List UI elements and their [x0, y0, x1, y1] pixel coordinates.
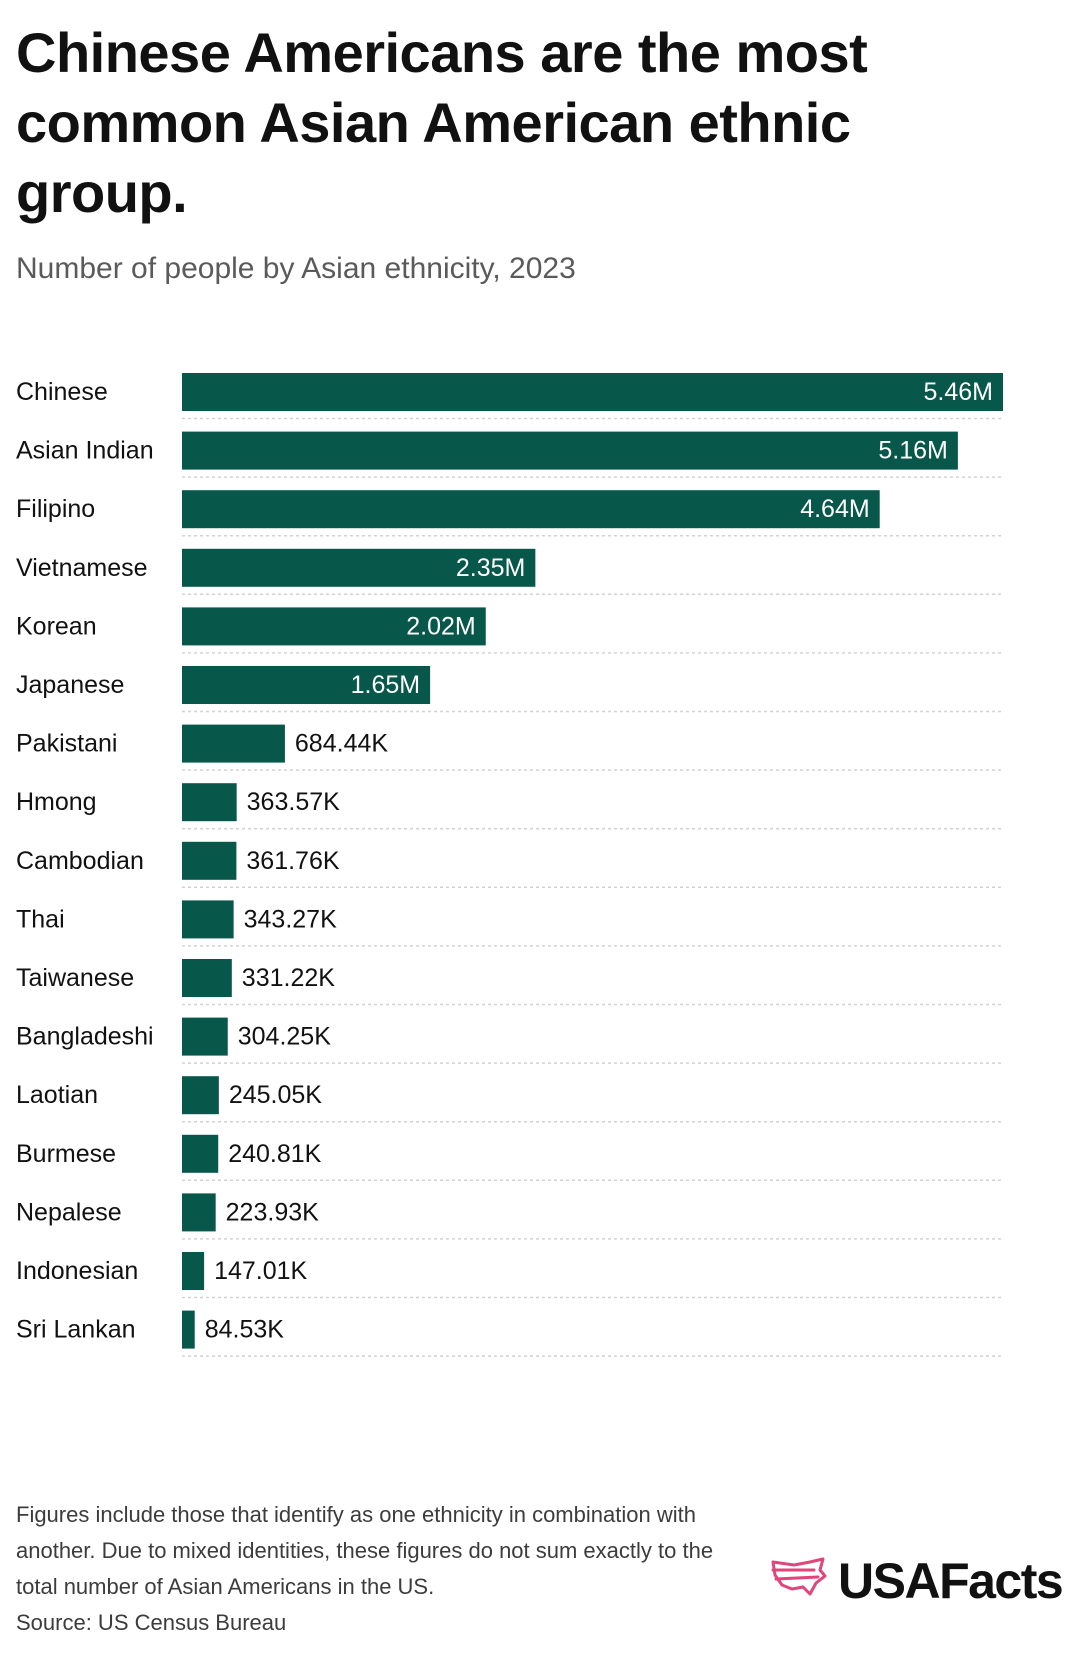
category-label: Taiwanese — [16, 964, 134, 992]
category-label: Cambodian — [16, 847, 144, 875]
value-label: 240.81K — [228, 1140, 321, 1168]
bar — [182, 1076, 219, 1115]
value-label: 2.35M — [456, 554, 525, 582]
category-label: Asian Indian — [16, 437, 154, 465]
value-label: 245.05K — [229, 1081, 322, 1109]
bar — [182, 1310, 195, 1349]
category-label: Filipino — [16, 495, 95, 523]
bar — [182, 841, 237, 880]
source-text: Source: US Census Bureau — [16, 1610, 287, 1635]
logo-text: USAFacts — [838, 1553, 1064, 1609]
value-label: 361.76K — [246, 847, 339, 875]
chart-footnote: Figures include those that identify as o… — [16, 1497, 736, 1641]
bar — [182, 431, 958, 470]
value-label: 684.44K — [295, 730, 388, 758]
value-label: 5.16M — [878, 437, 947, 465]
bar — [182, 666, 431, 704]
value-label: 1.65M — [351, 671, 420, 699]
category-label: Pakistani — [16, 730, 117, 758]
bar — [182, 959, 232, 997]
category-label: Indonesian — [16, 1257, 138, 1285]
bar — [182, 607, 486, 646]
value-label: 331.22K — [242, 964, 335, 992]
category-label: Japanese — [16, 671, 124, 699]
usa-map-icon — [771, 1557, 827, 1596]
value-label: 4.64M — [800, 495, 869, 523]
category-label: Korean — [16, 612, 97, 640]
category-label: Sri Lankan — [16, 1316, 136, 1344]
category-label: Thai — [16, 905, 65, 933]
bar — [182, 1193, 216, 1232]
category-label: Bangladeshi — [16, 1023, 154, 1051]
category-label: Laotian — [16, 1081, 98, 1109]
bar — [182, 1252, 205, 1290]
footnote-text: Figures include those that identify as o… — [16, 1502, 714, 1599]
value-label: 363.57K — [247, 788, 340, 816]
bar-chart: Chinese 5.46M Asian Indian 5.16M Filipino 4.6… — [16, 373, 1003, 1357]
value-label: 84.53K — [205, 1316, 285, 1344]
bar — [182, 900, 234, 939]
value-label: 304.25K — [238, 1023, 331, 1051]
bar — [182, 1134, 219, 1173]
bar — [182, 490, 880, 529]
chart-title: Chinese Americans are the most common As… — [16, 21, 868, 224]
value-label: 343.27K — [244, 905, 337, 933]
category-label: Chinese — [16, 378, 108, 406]
category-label: Vietnamese — [16, 554, 148, 582]
value-label: 147.01K — [214, 1257, 307, 1285]
chart-subtitle: Number of people by Asian ethnicity, 202… — [16, 252, 576, 285]
usafacts-logo: USAFacts — [770, 1548, 1070, 1614]
category-label: Nepalese — [16, 1198, 122, 1226]
bar — [182, 1017, 228, 1056]
category-label: Burmese — [16, 1140, 116, 1168]
value-label: 5.46M — [924, 378, 993, 406]
value-label: 223.93K — [226, 1198, 319, 1226]
bar — [182, 783, 237, 822]
category-label: Hmong — [16, 788, 97, 816]
bar — [182, 548, 536, 587]
bar — [182, 724, 285, 763]
bar — [182, 373, 1003, 411]
value-label: 2.02M — [406, 612, 475, 640]
